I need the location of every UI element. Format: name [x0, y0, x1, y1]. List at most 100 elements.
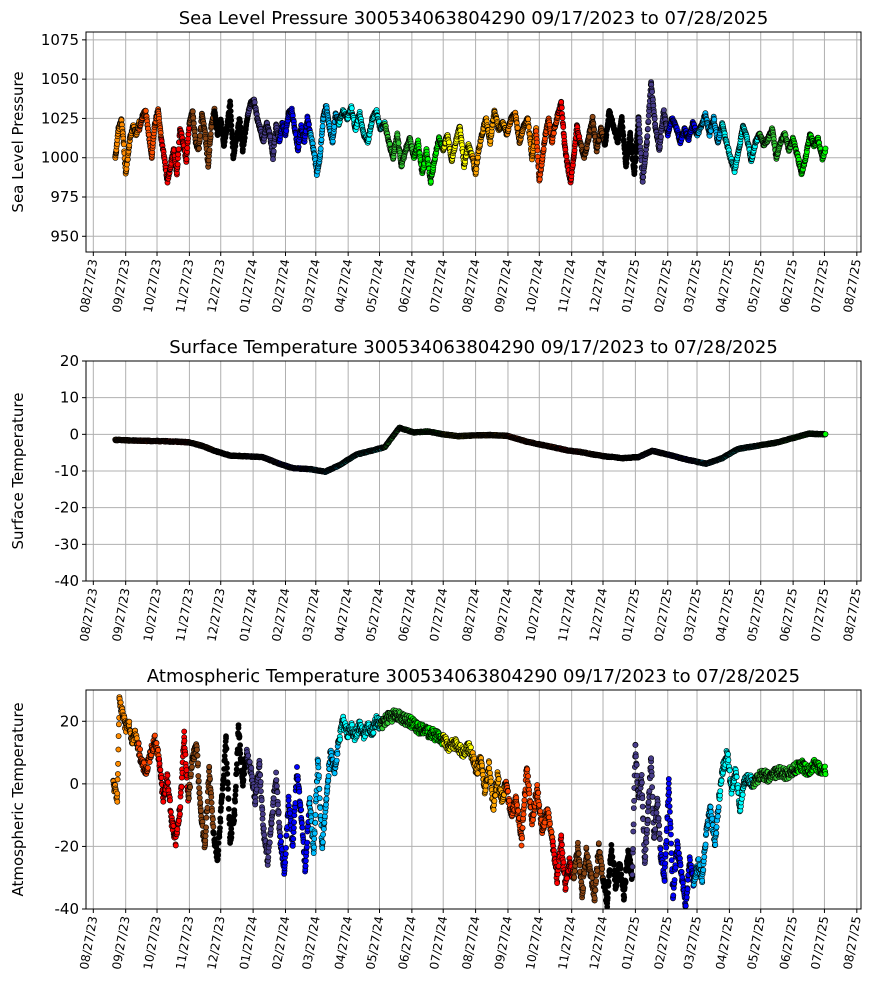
data-point [558, 104, 565, 111]
data-point [526, 124, 532, 131]
y-tick-label: 975 [50, 188, 79, 206]
data-point [175, 146, 182, 152]
data-point [645, 125, 651, 132]
series-11 [411, 428, 447, 438]
data-point [632, 154, 639, 161]
data-point [197, 132, 203, 139]
data-point [174, 161, 181, 168]
x-tick-label: 04/27/25 [713, 258, 736, 314]
data-point [658, 133, 664, 140]
chart-title: Sea Level Pressure 300534063804290 09/17… [179, 8, 769, 29]
data-point [227, 108, 234, 114]
series-7 [276, 105, 314, 154]
data-point [121, 141, 127, 148]
x-tick-label: 10/27/24 [523, 258, 546, 314]
series-1 [112, 116, 143, 177]
series-9 [335, 103, 388, 146]
x-tick-label: 08/27/24 [459, 258, 482, 314]
data-point [661, 107, 667, 113]
x-tick-label: 03/27/25 [681, 258, 704, 314]
data-point [540, 145, 547, 152]
data-point [636, 130, 643, 136]
data-point [317, 145, 324, 152]
y-tick-label: 950 [50, 227, 79, 245]
x-tick-label: 12/27/24 [587, 258, 610, 314]
y-tick-label: 1075 [41, 31, 79, 49]
data-point [560, 124, 567, 130]
series-15 [533, 109, 561, 184]
x-tick-label: 06/27/25 [777, 258, 800, 314]
data-point [348, 105, 355, 112]
y-axis-label: Sea Level Pressure [9, 71, 27, 212]
data-point [183, 156, 190, 163]
x-tick-label: 04/27/24 [332, 258, 355, 314]
y-tick-label: 1025 [41, 109, 79, 127]
series-3 [158, 121, 193, 186]
series-2 [136, 106, 165, 161]
data-point [228, 122, 235, 129]
x-tick-label: 11/27/24 [555, 258, 578, 314]
data-point [619, 118, 625, 125]
series-2 [131, 437, 170, 445]
data-point [473, 165, 480, 172]
data-point [206, 147, 213, 153]
data-point [514, 125, 521, 131]
data-point [645, 112, 652, 119]
data-point [228, 117, 235, 124]
x-tick-label: 02/27/25 [652, 258, 675, 314]
data-point [189, 108, 196, 115]
x-tick-label: 08/27/23 [77, 258, 100, 314]
data-point [270, 156, 276, 163]
series-24 [790, 131, 829, 178]
data-point [640, 174, 647, 180]
data-point [536, 176, 543, 183]
data-points [112, 424, 829, 475]
grid [86, 360, 861, 582]
series-20 [664, 115, 700, 147]
data-point [196, 145, 202, 152]
x-tick-label: 01/27/24 [237, 258, 260, 314]
series-7 [276, 460, 314, 473]
series-5 [211, 98, 251, 162]
y-tick-label: 1050 [41, 70, 79, 88]
data-point [427, 178, 434, 185]
x-tick-label: 05/27/25 [745, 258, 768, 314]
x-tick-label: 03/27/24 [300, 258, 323, 314]
data-point [559, 115, 566, 121]
series-19 [635, 79, 671, 185]
series-23 [756, 125, 796, 162]
data-point [651, 116, 658, 122]
x-tick-label: 05/27/24 [363, 258, 386, 314]
data-point [645, 118, 652, 125]
data-point [241, 134, 248, 141]
series-22 [719, 120, 763, 175]
plot-frame [85, 31, 862, 253]
series-14 [503, 432, 561, 452]
x-tick-label: 08/27/25 [841, 258, 864, 314]
x-tick-label: 11/27/23 [173, 258, 196, 314]
series-12 [440, 123, 476, 171]
data-point [589, 113, 596, 120]
series-6 [244, 96, 283, 163]
data-point [534, 147, 541, 154]
x-tick-label: 10/27/23 [141, 258, 164, 314]
x-tick-label: 09/27/24 [492, 258, 515, 314]
x-tick-label: 07/27/24 [427, 258, 450, 314]
data-point [822, 145, 829, 152]
data-point [644, 133, 651, 140]
data-point [251, 99, 258, 106]
data-point [207, 130, 214, 137]
data-points [112, 79, 829, 186]
series-5 [211, 447, 251, 460]
data-point [319, 123, 326, 130]
data-point [237, 119, 243, 125]
data-point [711, 116, 718, 123]
series-11 [411, 134, 447, 186]
x-tick-label: 01/27/25 [619, 258, 642, 314]
x-tick-label: 12/27/23 [205, 258, 228, 314]
data-point [627, 129, 634, 136]
x-tick-label: 07/27/25 [808, 258, 831, 314]
data-point [227, 102, 234, 109]
y-tick-label: 1000 [41, 149, 79, 167]
